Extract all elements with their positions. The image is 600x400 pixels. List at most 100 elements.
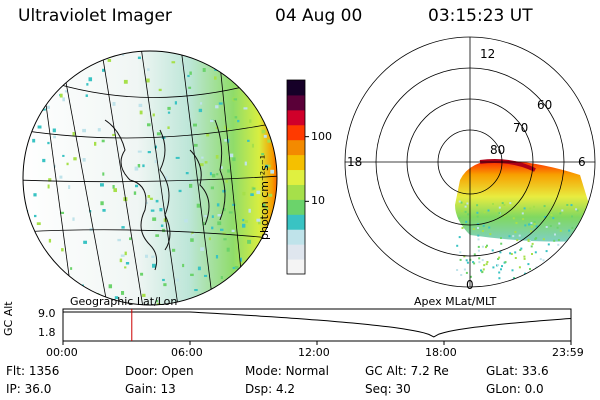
- speckle: [160, 224, 164, 227]
- speckle: [202, 221, 205, 226]
- speckle: [211, 173, 216, 178]
- speckle: [256, 218, 261, 222]
- speckle: [142, 164, 145, 168]
- speckle: [460, 274, 463, 276]
- speckle: [557, 239, 560, 241]
- speckle: [550, 214, 553, 217]
- speckle: [265, 207, 269, 211]
- speckle: [86, 83, 89, 86]
- speckle: [214, 76, 217, 80]
- colorbar-swatch: [287, 139, 305, 156]
- speckle: [459, 258, 462, 261]
- speckle: [211, 226, 214, 230]
- speckle: [200, 163, 204, 167]
- speckle: [243, 107, 248, 110]
- polar-grid: [344, 36, 596, 288]
- speckle: [222, 208, 226, 212]
- speckle: [231, 229, 235, 232]
- speckle: [147, 151, 151, 154]
- speckle: [518, 234, 521, 237]
- speckle: [477, 234, 480, 237]
- speckle: [528, 223, 530, 226]
- speckle: [138, 103, 143, 108]
- speckle: [134, 166, 139, 171]
- speckle: [268, 164, 271, 168]
- speckle: [165, 176, 168, 181]
- mlt-label-18: 18: [347, 155, 363, 169]
- speckle: [501, 265, 503, 268]
- coastline: [104, 119, 226, 271]
- speckle: [137, 150, 142, 153]
- speckle: [522, 218, 525, 221]
- speckle: [227, 169, 230, 173]
- speckle: [145, 201, 148, 205]
- speckle: [167, 126, 170, 129]
- speckle: [32, 138, 36, 143]
- speckle: [568, 229, 571, 232]
- speckle: [113, 188, 117, 193]
- altitude-curve: [63, 311, 572, 338]
- speckle: [119, 258, 123, 263]
- speckle: [88, 77, 93, 82]
- speckle: [460, 210, 463, 212]
- speckle: [100, 183, 104, 187]
- speckle: [473, 253, 476, 256]
- speckle: [496, 264, 498, 267]
- status-glat: GLat: 33.6: [486, 364, 549, 378]
- speckle: [60, 211, 65, 214]
- speckle: [516, 239, 519, 242]
- speckle: [498, 271, 501, 274]
- speckle: [258, 221, 261, 225]
- speckle: [194, 143, 198, 147]
- speckle: [242, 223, 246, 228]
- speckle: [512, 217, 515, 220]
- speckle: [34, 214, 37, 218]
- speckle: [237, 119, 240, 123]
- speckle: [189, 71, 192, 75]
- speckle: [556, 226, 559, 229]
- speckle: [530, 245, 533, 248]
- speckle: [172, 248, 176, 252]
- speckle: [478, 261, 481, 264]
- speckle: [261, 129, 266, 134]
- speckle: [488, 226, 491, 229]
- speckle: [472, 261, 475, 264]
- speckle: [500, 268, 502, 271]
- speckle: [512, 277, 515, 280]
- speckle: [114, 296, 119, 300]
- speckle: [501, 202, 504, 205]
- speckle: [514, 231, 517, 234]
- speckle: [498, 256, 501, 259]
- speckle: [122, 53, 125, 56]
- speckle: [120, 254, 125, 257]
- lat-label-60: 60: [537, 98, 553, 112]
- speckle: [268, 193, 273, 197]
- colorbar-swatches: [287, 80, 305, 275]
- speckle: [146, 78, 150, 83]
- speckle: [59, 93, 63, 98]
- speckle: [482, 224, 485, 227]
- speckle: [112, 185, 115, 189]
- speckle: [117, 238, 121, 242]
- speckle: [466, 202, 469, 205]
- speckle: [220, 166, 223, 169]
- speckle: [509, 252, 512, 255]
- speckle: [487, 209, 490, 212]
- speckle: [480, 269, 482, 272]
- speckle: [187, 74, 190, 78]
- speckle: [108, 284, 113, 289]
- speckle: [224, 139, 227, 142]
- speckle: [458, 236, 461, 239]
- speckle: [500, 237, 502, 239]
- colorbar-swatch: [287, 109, 305, 126]
- speckle: [557, 210, 560, 213]
- timeline-xtick-0600: 06:00: [171, 346, 203, 359]
- speckle: [204, 161, 208, 164]
- speckle: [33, 193, 37, 197]
- speckle: [226, 247, 230, 252]
- speckle: [559, 212, 562, 215]
- speckle: [552, 217, 555, 220]
- speckle: [476, 211, 479, 214]
- speckle: [523, 255, 526, 258]
- speckle: [510, 253, 513, 255]
